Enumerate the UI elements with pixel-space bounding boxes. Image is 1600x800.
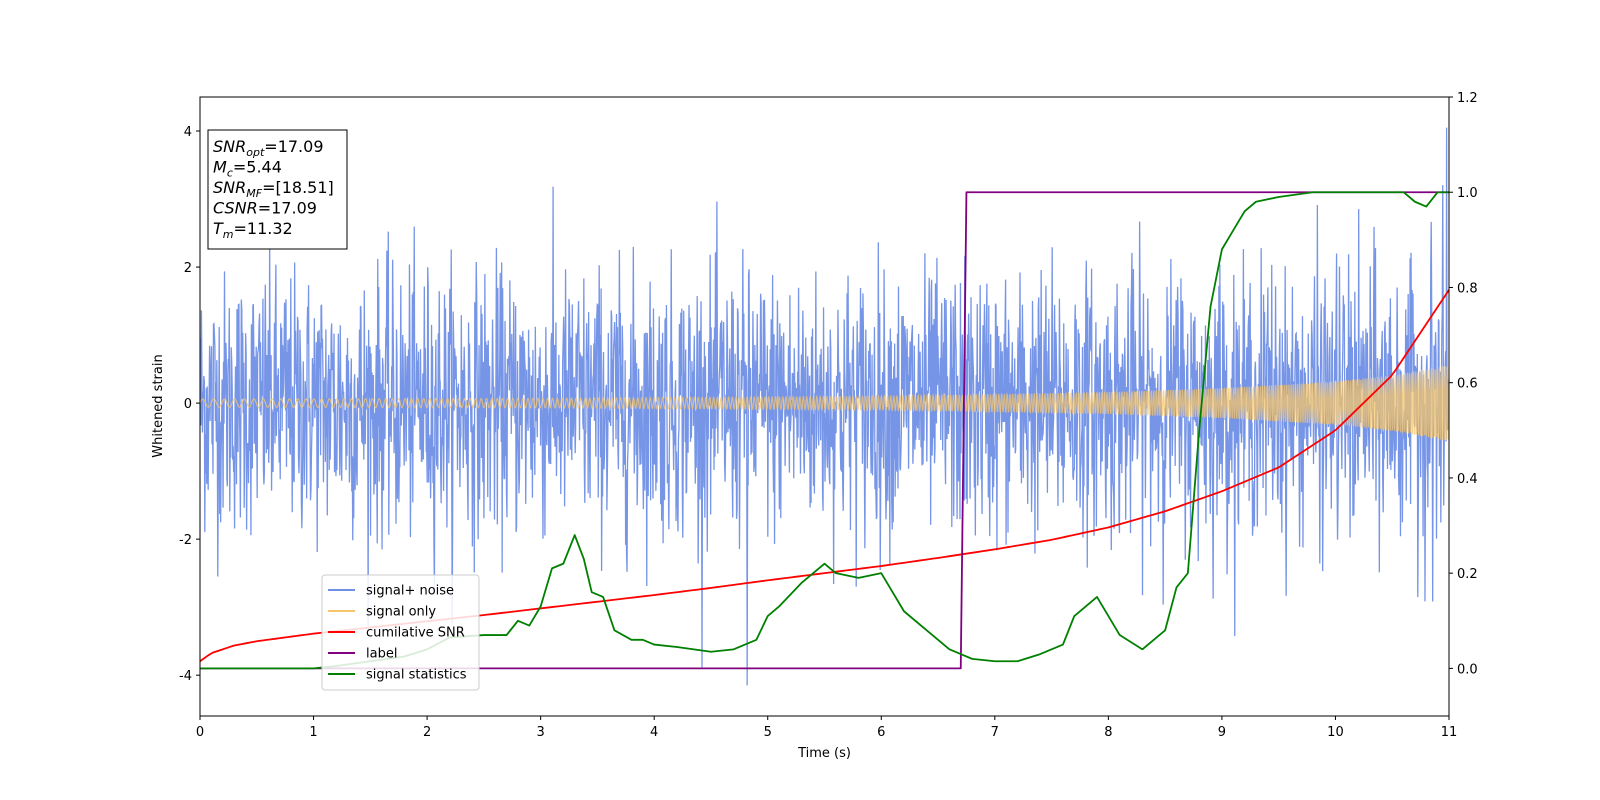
annotation-line: SNRMF=[18.51] xyxy=(213,178,334,200)
legend: signal+ noise signal only cumilative SNR la… xyxy=(321,574,480,691)
annotation-subscript: MF xyxy=(246,187,262,200)
x-axis-label: Time (s) xyxy=(797,746,851,761)
annotation-line: SNRopt=17.09 xyxy=(213,137,324,159)
annotation-subscript: opt xyxy=(246,146,265,159)
y-axis-label: Whitened strain xyxy=(151,354,166,457)
annotation-line: Mc=5.44 xyxy=(213,158,282,180)
legend-entry: signal only xyxy=(366,605,436,620)
legend-entry: label xyxy=(366,647,397,662)
series-signal-statistics xyxy=(200,191,1449,670)
x-tick-label: 0 xyxy=(196,725,204,740)
plot-frame xyxy=(199,96,1450,717)
y-tick-label: -2 xyxy=(179,533,192,548)
y-tick-label: 2 xyxy=(184,261,192,276)
x-tick-label: 8 xyxy=(1104,725,1112,740)
annotation-symbol: T xyxy=(213,219,224,238)
y-axis-left: -4 -2 0 2 4 xyxy=(179,125,200,684)
annotation-frame xyxy=(207,129,348,250)
legend-frame xyxy=(321,574,480,691)
x-tick-label: 5 xyxy=(764,725,772,740)
annotation-value: =5.44 xyxy=(233,158,282,177)
annotation-symbol: SNR xyxy=(213,178,246,197)
x-tick-label: 7 xyxy=(991,725,999,740)
annotation-subscript: c xyxy=(227,167,233,180)
x-tick-label: 4 xyxy=(650,725,658,740)
series-signal-only xyxy=(200,366,1449,441)
x-axis: 0 1 2 3 4 5 6 7 8 9 10 11 xyxy=(196,716,1457,740)
x-tick-label: 11 xyxy=(1441,725,1458,740)
annotation-value: =17.09 xyxy=(258,199,317,218)
annotation-symbol: CSNR xyxy=(213,199,258,218)
x-tick-label: 10 xyxy=(1327,725,1344,740)
y-tick-label: 4 xyxy=(184,125,192,140)
y-tick-label: -4 xyxy=(179,669,192,684)
annotation-line: Tm=11.32 xyxy=(213,219,293,241)
annotation-symbol: M xyxy=(213,158,227,177)
series-label xyxy=(200,191,1449,670)
y2-tick-label: 0.0 xyxy=(1457,662,1478,677)
annotation-line: CSNR=17.09 xyxy=(213,199,317,218)
annotation-value: =[18.51] xyxy=(262,178,334,197)
legend-entry: signal+ noise xyxy=(366,584,454,599)
y2-tick-label: 1.0 xyxy=(1457,186,1478,201)
legend-entry: cumilative SNR xyxy=(366,626,465,641)
y2-tick-label: 0.2 xyxy=(1457,567,1478,582)
annotation-value: =11.32 xyxy=(234,219,293,238)
annotation-symbol: SNR xyxy=(213,137,246,156)
y2-tick-label: 0.4 xyxy=(1457,472,1478,487)
x-tick-label: 9 xyxy=(1218,725,1226,740)
x-tick-label: 6 xyxy=(877,725,885,740)
annotation-subscript: m xyxy=(223,228,234,241)
x-tick-label: 2 xyxy=(423,725,431,740)
y2-tick-label: 1.2 xyxy=(1457,91,1478,106)
y2-tick-label: 0.8 xyxy=(1457,281,1478,296)
x-tick-label: 3 xyxy=(536,725,544,740)
y2-tick-label: 0.6 xyxy=(1457,377,1478,392)
series-signal-noise xyxy=(200,127,1449,686)
annotation-box: SNRopt=17.09Mc=5.44SNRMF=[18.51]CSNR=17.… xyxy=(207,129,348,250)
annotation-value: =17.09 xyxy=(264,137,323,156)
x-tick-label: 1 xyxy=(309,725,317,740)
y-tick-label: 0 xyxy=(184,397,192,412)
y-axis-right: 0.0 0.2 0.4 0.6 0.8 1.0 1.2 xyxy=(1449,91,1478,677)
legend-entry: signal statistics xyxy=(366,668,467,683)
